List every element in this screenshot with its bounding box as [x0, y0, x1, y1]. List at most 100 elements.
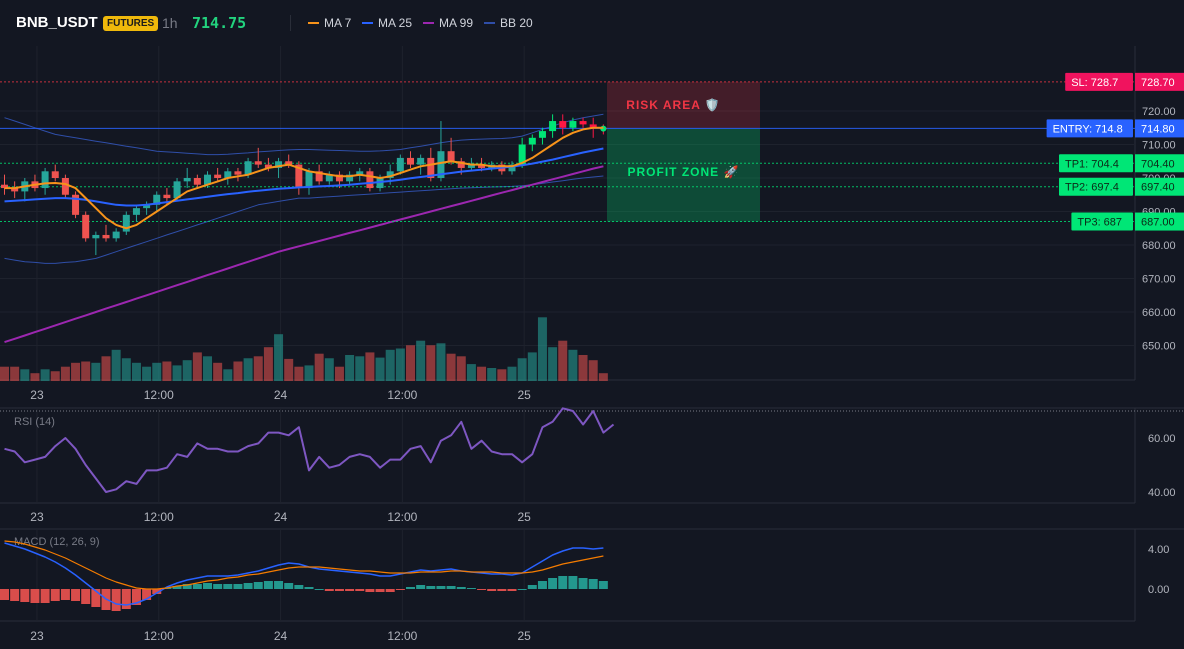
bb-upper-line [4, 113, 604, 156]
volume-bar [213, 362, 223, 381]
volume-bar [223, 369, 233, 381]
legend-bb20[interactable]: BB 20 [484, 16, 533, 30]
macd-hist-bar [527, 585, 537, 589]
profit-zone-label: PROFIT ZONE 🚀 [628, 165, 740, 179]
level-tag [1046, 119, 1133, 138]
level-axis-label: 704.40 [1141, 158, 1175, 170]
last-price: 714.75 [192, 14, 247, 32]
volume-bar [142, 366, 152, 381]
symbol-label[interactable]: BNB_USDT [16, 14, 98, 31]
volume-bar [578, 355, 588, 381]
price-ytick-label: 710.00 [1142, 140, 1176, 152]
volume-bar [253, 356, 263, 381]
volume-bar [294, 366, 304, 381]
macd-hist-bar [182, 584, 192, 589]
candle-body [325, 174, 333, 182]
volume-bar [0, 366, 9, 381]
macd-hist-bar [71, 589, 81, 601]
macd-hist-bar [426, 586, 436, 589]
level-tag [1059, 177, 1133, 196]
macd-hist-bar [304, 587, 314, 589]
candle-body [589, 124, 597, 128]
price-ytick-label: 680.00 [1142, 240, 1176, 252]
chart-header: BNB_USDT FUTURES 1h 714.75 MA 7 MA 25 MA… [0, 0, 1184, 46]
macd-hist-bar [111, 589, 121, 611]
legend-ma99-swatch [423, 21, 434, 24]
risk-zone [607, 81, 760, 129]
candle-body [102, 234, 110, 239]
level-axis-label: 728.70 [1141, 77, 1175, 89]
candle-body [315, 171, 323, 182]
volume-bar [121, 358, 131, 381]
macd-hist-bar [294, 585, 304, 589]
candle-body [61, 178, 69, 195]
volume-bar [274, 334, 284, 381]
macd-hist-bar [253, 582, 263, 589]
macd-hist-bar [203, 583, 212, 589]
macd-hist-bar [375, 589, 385, 592]
candle-body [467, 164, 475, 168]
macd-hist-bar [152, 589, 162, 594]
macd-hist-bar [466, 588, 476, 589]
candle-body [366, 171, 374, 189]
macd-hist-bar [284, 583, 294, 589]
ma25-line [4, 147, 604, 207]
price-xtick-label: 12:00 [144, 388, 174, 402]
volume-bar [456, 356, 466, 381]
macd-hist-bar [243, 583, 253, 589]
macd-hist-bar [507, 589, 517, 591]
macd-hist-bar [50, 589, 60, 601]
volume-bar [263, 347, 273, 381]
candle-body [305, 171, 313, 189]
macd-hist-bar [30, 589, 40, 603]
macd-hist-bar [517, 589, 527, 590]
macd-hist-bar [406, 587, 415, 589]
volume-bar [192, 352, 202, 381]
volume-bars [0, 317, 608, 381]
candle-body [122, 214, 130, 232]
macd-hist-bar [568, 576, 578, 589]
macd-hist-bar [365, 589, 375, 592]
level-axis-tag [1135, 154, 1184, 173]
legend-ma7-swatch [308, 21, 319, 24]
level-tag [1071, 212, 1133, 231]
timeframe-label[interactable]: 1h [162, 15, 178, 31]
candle-body [72, 194, 80, 215]
candle-body [254, 161, 262, 165]
candle-body [214, 174, 222, 178]
level-tag-label: TP1: 704.4 [1065, 158, 1119, 170]
volume-bar [507, 366, 517, 381]
legend-ma7[interactable]: MA 7 [308, 16, 351, 30]
legend-ma25-label: MA 25 [378, 16, 413, 30]
volume-bar [588, 360, 598, 381]
candle-body [1, 184, 8, 189]
volume-bar [71, 362, 81, 381]
volume-bar [436, 343, 446, 381]
macd-hist-bar [121, 589, 131, 609]
price-xtick-label: 24 [274, 388, 288, 402]
volume-bar [406, 345, 415, 381]
macd-xtick-label: 24 [274, 629, 288, 643]
candle-body [204, 174, 211, 185]
bb-lower-line [4, 175, 604, 264]
price-ytick-label: 670.00 [1142, 274, 1176, 286]
volume-bar [203, 356, 212, 381]
macd-hist-bar [355, 589, 365, 591]
macd-line [4, 542, 604, 606]
macd-hist-bar [497, 589, 507, 591]
volume-bar [50, 371, 60, 381]
macd-xtick-label: 23 [30, 629, 44, 643]
legend-ma99[interactable]: MA 99 [423, 16, 473, 30]
price-xtick-label: 25 [517, 388, 531, 402]
macd-hist-bar [223, 584, 233, 589]
candle-body [538, 131, 546, 138]
legend-ma25[interactable]: MA 25 [362, 16, 412, 30]
candle-body [264, 164, 272, 168]
macd-hist-bar [0, 589, 9, 600]
volume-bar [30, 373, 40, 381]
macd-hist-bar [233, 584, 243, 589]
macd-hist-bar [213, 584, 223, 589]
macd-hist-bar [558, 576, 568, 589]
candle-body [376, 178, 384, 189]
